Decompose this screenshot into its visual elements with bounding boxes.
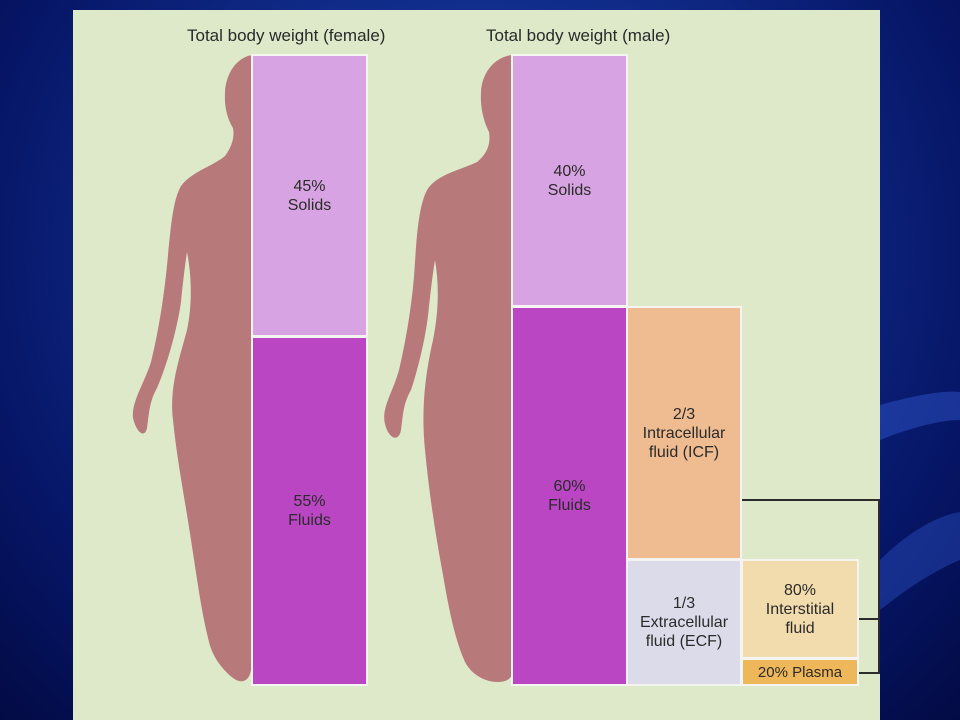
right-bracket-line — [878, 499, 880, 674]
male-title: Total body weight (male) — [486, 26, 671, 45]
male-fluids-percent: 60% — [553, 478, 586, 495]
icf-line1: Intracellular — [642, 424, 726, 442]
male-fluids-box: 60% Fluids — [511, 306, 628, 686]
icf-fraction: 2/3 — [672, 405, 696, 423]
icf-box: 2/3 Intracellular fluid (ICF) — [626, 306, 742, 560]
female-solids-percent: 45% — [293, 177, 326, 195]
female-fluids-label: Fluids — [288, 512, 331, 529]
ecf-box: 1/3 Extracellular fluid (ECF) — [626, 559, 742, 686]
ecf-fraction: 1/3 — [672, 595, 696, 612]
interstitial-percent: 80% — [783, 581, 817, 599]
male-solids-box: 40% Solids — [511, 54, 628, 307]
interstitial-line2: fluid — [785, 619, 815, 637]
female-solids-label: Solids — [287, 196, 332, 214]
interstitial-box: 80% Interstitial fluid — [741, 559, 859, 659]
plasma-label: 20% Plasma — [757, 663, 843, 681]
male-silhouette — [384, 55, 513, 682]
female-title: Total body weight (female) — [187, 26, 386, 45]
plasma-box: 20% Plasma — [741, 658, 859, 686]
body-silhouettes — [132, 55, 513, 682]
ecf-line1: Extracellular — [639, 614, 729, 631]
female-solids-box: 45% Solids — [251, 54, 368, 337]
icf-line2: fluid (ICF) — [648, 443, 720, 461]
interstitial-connector-line — [859, 618, 880, 620]
female-fluids-box: 55% Fluids — [251, 336, 368, 686]
plasma-connector-line — [859, 672, 880, 674]
ecf-line2: fluid (ECF) — [645, 633, 723, 650]
male-solids-label: Solids — [547, 181, 592, 199]
male-fluids-label: Fluids — [548, 497, 591, 514]
male-solids-percent: 40% — [553, 162, 586, 180]
icf-connector-line — [742, 499, 880, 501]
female-silhouette — [132, 55, 252, 682]
interstitial-line1: Interstitial — [765, 600, 835, 618]
female-fluids-percent: 55% — [293, 493, 326, 510]
diagram-panel: Total body weight (female) 45% Solids 55… — [73, 10, 880, 720]
